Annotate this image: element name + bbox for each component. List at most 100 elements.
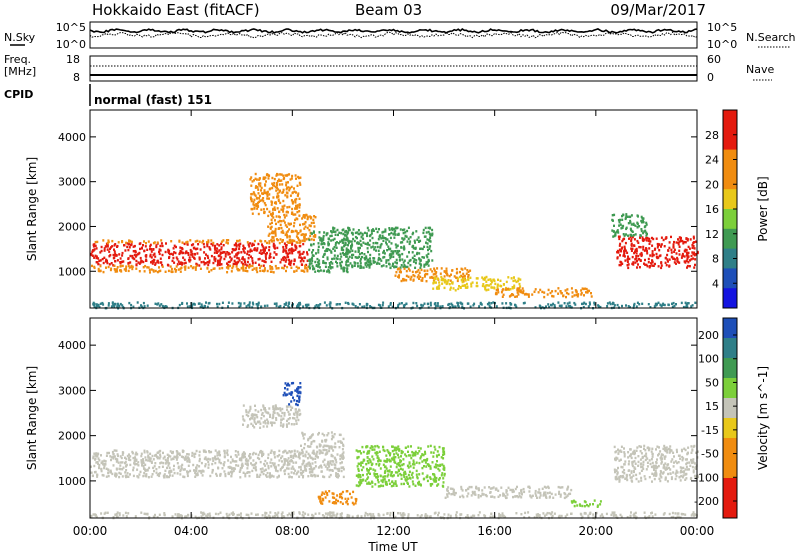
colorbar-segment: [723, 228, 737, 250]
scatter-cell: [175, 456, 177, 459]
scatter-cell: [673, 455, 675, 458]
scatter-cell: [440, 456, 443, 459]
scatter-cell: [253, 248, 256, 251]
scatter-cell: [242, 456, 245, 459]
scatter-cell: [311, 264, 314, 268]
scatter-cell: [259, 249, 262, 252]
scatter-cell: [227, 265, 230, 268]
scatter-cell: [397, 445, 400, 448]
scatter-cell: [358, 483, 361, 487]
scatter-cell: [635, 247, 638, 251]
scatter-cell: [405, 302, 408, 306]
scatter-cell: [402, 261, 405, 264]
scatter-cell: [393, 449, 396, 452]
scatter-cell: [663, 303, 666, 307]
scatter-cell: [393, 265, 396, 269]
scatter-cell: [169, 469, 172, 473]
scatter-cell: [303, 236, 306, 239]
scatter-cell: [370, 246, 373, 249]
scatter-cell: [396, 448, 399, 451]
scatter-cell: [154, 263, 157, 266]
scatter-cell: [149, 271, 151, 274]
scatter-cell: [328, 469, 331, 472]
scatter-cell: [306, 303, 309, 307]
scatter-cell: [187, 253, 190, 256]
scatter-cell: [231, 458, 234, 461]
scatter-cell: [91, 250, 94, 253]
scatter-cell: [188, 258, 190, 262]
scatter-cell: [332, 460, 335, 463]
scatter-cell: [296, 205, 299, 208]
scatter-cell: [316, 446, 319, 449]
scatter-cell: [110, 458, 112, 462]
scatter-cell: [543, 295, 546, 299]
scatter-cell: [107, 239, 110, 242]
scatter-cell: [388, 228, 391, 231]
scatter-cell: [138, 262, 141, 265]
scatter-cell: [342, 232, 345, 236]
scatter-cell: [277, 464, 280, 467]
scatter-cell: [434, 463, 437, 466]
scatter-cell: [287, 302, 290, 306]
scatter-cell: [304, 266, 307, 270]
scatter-cell: [449, 288, 452, 291]
scatter-cell: [249, 405, 252, 409]
scatter-cell: [135, 451, 138, 454]
scatter-cell: [92, 249, 95, 252]
scatter-cell: [96, 461, 99, 464]
scatter-cell: [238, 245, 241, 248]
scatter-cell: [143, 249, 146, 253]
scatter-cell: [625, 304, 627, 307]
scatter-cell: [433, 445, 436, 449]
scatter-cell: [585, 291, 587, 294]
scatter-cell: [278, 183, 281, 186]
scatter-cell: [581, 287, 584, 290]
scatter-cell: [465, 489, 468, 492]
scatter-cell: [274, 264, 277, 268]
scatter-cell: [108, 263, 111, 266]
scatter-cell: [412, 279, 415, 282]
scatter-cell: [685, 237, 688, 240]
scatter-cell: [516, 485, 518, 489]
scatter-cell: [93, 452, 96, 455]
scatter-cell: [323, 261, 326, 265]
scatter-cell: [321, 451, 324, 455]
scatter-cell: [509, 488, 512, 492]
scatter-cell: [681, 239, 684, 243]
scatter-cell: [132, 250, 135, 253]
scatter-cell: [527, 293, 530, 296]
scatter-cell: [336, 254, 339, 258]
scatter-cell: [255, 203, 258, 206]
scatter-cell: [461, 489, 464, 492]
scatter-cell: [282, 417, 285, 420]
scatter-cell: [618, 237, 621, 241]
scatter-cell: [580, 289, 583, 292]
scatter-cell: [631, 247, 634, 250]
scatter-cell: [333, 502, 336, 505]
scatter-cell: [445, 271, 448, 275]
scatter-cell: [259, 473, 262, 477]
scatter-cell: [181, 463, 184, 467]
scatter-cell: [286, 393, 289, 396]
scatter-cell: [309, 464, 312, 468]
scatter-cell: [642, 460, 645, 464]
scatter-cell: [215, 472, 218, 476]
scatter-cell: [248, 301, 251, 304]
scatter-cell: [295, 403, 298, 406]
scatter-cell: [243, 302, 246, 305]
scatter-cell: [111, 450, 114, 454]
scatter-cell: [675, 471, 678, 474]
scatter-cell: [312, 218, 315, 222]
scatter-cell: [630, 243, 633, 247]
scatter-cell: [334, 230, 337, 233]
scatter-cell: [690, 476, 693, 480]
scatter-cell: [571, 291, 574, 294]
scatter-cell: [238, 470, 241, 473]
scatter-cell: [684, 468, 687, 471]
scatter-cell: [651, 455, 654, 458]
scatter-cell: [298, 250, 301, 253]
scatter-cell: [183, 262, 186, 265]
scatter-cell: [207, 463, 210, 466]
scatter-cell: [426, 463, 429, 466]
scatter-cell: [680, 474, 683, 478]
